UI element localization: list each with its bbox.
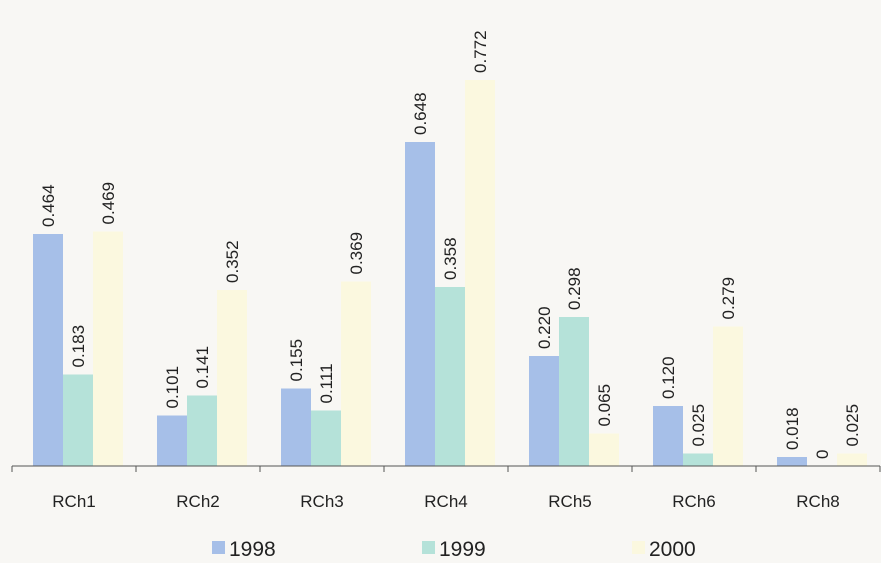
- data-label-rch2-1999: 0.141: [193, 346, 212, 389]
- data-label-rch1-1998: 0.464: [39, 184, 58, 227]
- bar-rch2-2000: [217, 290, 247, 466]
- data-label-rch4-1999: 0.358: [441, 237, 460, 280]
- bar-rch5-1999: [559, 317, 589, 466]
- bar-rch6-2000: [713, 326, 743, 466]
- data-label-rch1-1999: 0.183: [69, 325, 88, 368]
- data-label-rch8-2000: 0.025: [843, 404, 862, 447]
- x-tick-label-rch8: RCh8: [796, 492, 839, 511]
- data-label-rch2-1998: 0.101: [163, 366, 182, 409]
- bar-rch1-1998: [33, 234, 63, 466]
- legend: 1998 1999 2000: [212, 538, 696, 561]
- bar-rch4-2000: [465, 80, 495, 466]
- data-labels-group: 0.464 0.183 0.469 0.101 0.141 0.352 0.155 0.111…: [39, 30, 862, 459]
- x-tick-label-rch6: RCh6: [672, 492, 715, 511]
- bar-rch3-1999: [311, 410, 341, 466]
- data-label-rch4-1998: 0.648: [411, 92, 430, 135]
- legend-swatch-2000: [632, 541, 645, 554]
- bar-rch6-1999: [683, 453, 713, 466]
- bar-rch6-1998: [653, 406, 683, 466]
- legend-label-2000: 2000: [649, 538, 696, 561]
- legend-swatch-1998: [212, 541, 225, 554]
- data-label-rch3-1998: 0.155: [287, 339, 306, 382]
- bar-rch4-1999: [435, 287, 465, 466]
- bar-rch8-2000: [837, 453, 867, 466]
- data-label-rch6-1998: 0.120: [659, 356, 678, 399]
- legend-label-1998: 1998: [229, 538, 276, 561]
- data-label-rch5-2000: 0.065: [595, 384, 614, 427]
- data-label-rch4-2000: 0.772: [471, 30, 490, 73]
- x-tick-labels: RCh1 RCh2 RCh3 RCh4 RCh5 RCh6 RCh8: [52, 492, 839, 511]
- x-tick-label-rch5: RCh5: [548, 492, 591, 511]
- bar-rch5-1998: [529, 356, 559, 466]
- data-label-rch2-2000: 0.352: [223, 240, 242, 283]
- data-label-rch5-1999: 0.298: [565, 267, 584, 310]
- x-tick-marks: [11, 466, 881, 472]
- bars-group: [33, 80, 867, 466]
- bar-rch3-1998: [281, 388, 311, 466]
- x-tick-label-rch2: RCh2: [176, 492, 219, 511]
- x-tick-label-rch4: RCh4: [424, 492, 467, 511]
- bar-rch1-2000: [93, 231, 123, 466]
- bar-rch4-1998: [405, 142, 435, 466]
- bar-rch3-2000: [341, 281, 371, 466]
- data-label-rch8-1999: 0: [813, 450, 832, 459]
- x-tick-label-rch3: RCh3: [300, 492, 343, 511]
- bar-rch1-1999: [63, 374, 93, 466]
- data-label-rch6-2000: 0.279: [719, 277, 738, 320]
- data-label-rch3-2000: 0.369: [347, 232, 366, 275]
- bar-rch8-1998: [777, 457, 807, 466]
- data-label-rch8-1998: 0.018: [783, 407, 802, 450]
- data-label-rch5-1998: 0.220: [535, 306, 554, 349]
- bar-rch2-1999: [187, 395, 217, 466]
- data-label-rch6-1999: 0.025: [689, 404, 708, 447]
- legend-label-1999: 1999: [439, 538, 486, 561]
- data-label-rch3-1999: 0.111: [317, 363, 336, 403]
- bar-rch5-2000: [589, 433, 619, 466]
- data-label-rch1-2000: 0.469: [99, 182, 118, 225]
- x-tick-label-rch1: RCh1: [52, 492, 95, 511]
- bar-rch2-1998: [157, 415, 187, 466]
- legend-swatch-1999: [422, 541, 435, 554]
